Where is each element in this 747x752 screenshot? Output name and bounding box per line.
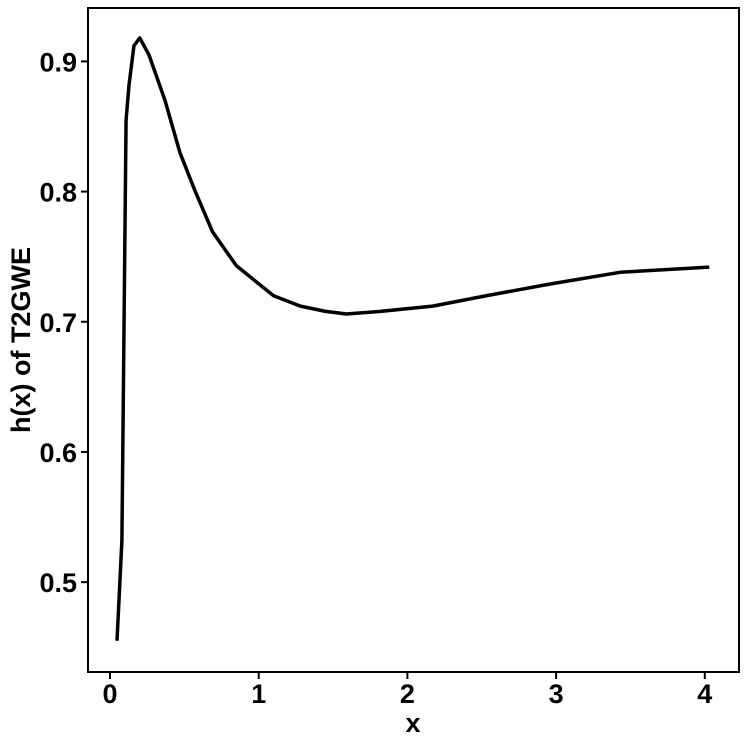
x-tick-label: 1: [251, 679, 266, 709]
y-tick-label: 0.6: [39, 438, 77, 468]
x-tick-label: 2: [400, 679, 415, 709]
plot-frame: [87, 7, 740, 673]
y-tick-label: 0.7: [39, 308, 77, 338]
y-tick-label: 0.9: [39, 47, 77, 77]
y-tick-label: 0.8: [39, 178, 77, 208]
data-line: [115, 36, 710, 641]
x-tick-label: 3: [549, 679, 564, 709]
x-tick-label: 4: [697, 679, 712, 709]
y-tick-label: 0.5: [39, 568, 77, 598]
x-tick-label: 0: [102, 679, 117, 709]
x-axis-label: x: [405, 708, 420, 738]
y-axis-label: h(x) of T2GWE: [6, 247, 36, 433]
